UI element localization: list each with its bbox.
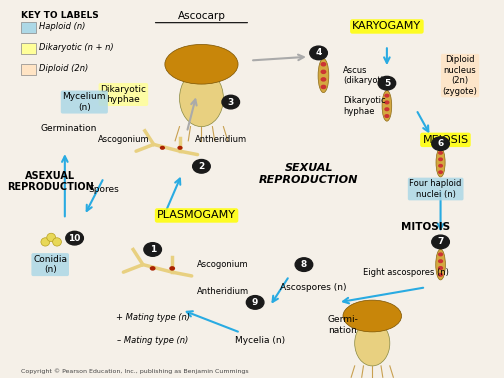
Circle shape [193,160,210,173]
Text: Spores: Spores [89,184,119,194]
Text: 7: 7 [437,237,444,246]
Text: 5: 5 [384,79,390,88]
Text: Ascus
(dikaryotic): Ascus (dikaryotic) [343,66,391,85]
Text: KEY TO LABELS: KEY TO LABELS [21,11,99,20]
Ellipse shape [179,70,223,127]
Ellipse shape [47,233,55,242]
Text: Dikaryotic
hyphae: Dikaryotic hyphae [343,96,386,116]
Ellipse shape [41,238,50,246]
Text: Conidia
(n): Conidia (n) [33,255,67,274]
Ellipse shape [343,300,402,332]
Circle shape [66,231,83,245]
Text: Mycelium
(n): Mycelium (n) [62,92,106,112]
Text: Germination: Germination [40,124,97,133]
Text: 10: 10 [69,234,81,243]
Circle shape [438,170,443,174]
Circle shape [438,157,443,161]
Text: Ascocarp: Ascocarp [177,11,225,21]
Circle shape [384,101,390,104]
Text: MITOSIS: MITOSIS [401,222,451,232]
Circle shape [438,151,443,155]
FancyBboxPatch shape [21,22,36,33]
FancyBboxPatch shape [21,64,36,75]
Text: Dikaryotic (n + n): Dikaryotic (n + n) [39,43,114,52]
Circle shape [438,273,443,277]
Ellipse shape [436,148,445,177]
Text: KARYOGAMY: KARYOGAMY [352,22,421,31]
Ellipse shape [165,44,238,84]
Text: Ascogonium: Ascogonium [98,135,149,144]
Ellipse shape [318,59,329,93]
Circle shape [438,259,443,263]
Text: MEIOSIS: MEIOSIS [422,135,469,145]
Circle shape [321,77,327,82]
Text: 6: 6 [437,139,444,148]
Text: Eight ascospores (n): Eight ascospores (n) [363,268,450,277]
Circle shape [310,46,328,60]
Circle shape [246,296,264,309]
Circle shape [378,76,396,90]
Circle shape [384,114,390,118]
Circle shape [169,266,175,271]
Text: 3: 3 [228,98,234,107]
Text: + Mating type (n): + Mating type (n) [115,313,190,322]
Text: Haploid (n): Haploid (n) [39,22,86,31]
Circle shape [438,253,443,256]
Circle shape [384,107,390,111]
Text: PLASMOGAMY: PLASMOGAMY [157,211,236,220]
Circle shape [222,95,239,109]
Text: Dikaryotic
hyphae: Dikaryotic hyphae [100,85,146,104]
Circle shape [432,235,450,249]
Text: 2: 2 [199,162,205,171]
Circle shape [384,94,390,98]
Text: 4: 4 [316,48,322,57]
Circle shape [321,70,327,74]
Text: 8: 8 [301,260,307,269]
Text: SEXUAL
REPRODUCTION: SEXUAL REPRODUCTION [259,163,358,185]
Text: Ascogonium: Ascogonium [197,260,248,269]
Text: 1: 1 [150,245,156,254]
Text: Mycelia (n): Mycelia (n) [235,336,285,345]
Text: Antheridium: Antheridium [195,135,247,144]
Text: ASEXUAL
REPRODUCTION: ASEXUAL REPRODUCTION [7,170,94,192]
Circle shape [150,266,156,271]
Text: Germi-
nation: Germi- nation [328,315,358,335]
Text: Copyright © Pearson Education, Inc., publishing as Benjamin Cummings: Copyright © Pearson Education, Inc., pub… [21,369,248,374]
Circle shape [438,164,443,168]
Ellipse shape [355,321,390,366]
Circle shape [144,243,161,256]
Circle shape [160,146,165,150]
Text: 9: 9 [252,298,259,307]
Text: Ascospores (n): Ascospores (n) [280,283,347,292]
Text: Antheridium: Antheridium [197,287,248,296]
Circle shape [438,266,443,270]
Text: Four haploid
nuclei (n): Four haploid nuclei (n) [409,179,462,199]
Text: Diploid
nucleus
(2n)
(zygote): Diploid nucleus (2n) (zygote) [443,56,477,96]
Ellipse shape [436,249,446,280]
Text: Diploid (2n): Diploid (2n) [39,64,89,73]
Ellipse shape [382,91,392,121]
Circle shape [432,137,450,150]
FancyBboxPatch shape [21,43,36,54]
Circle shape [321,85,327,89]
Circle shape [295,258,312,271]
Circle shape [321,62,327,67]
Circle shape [177,146,182,150]
Text: – Mating type (n): – Mating type (n) [117,336,188,345]
Ellipse shape [52,238,61,246]
